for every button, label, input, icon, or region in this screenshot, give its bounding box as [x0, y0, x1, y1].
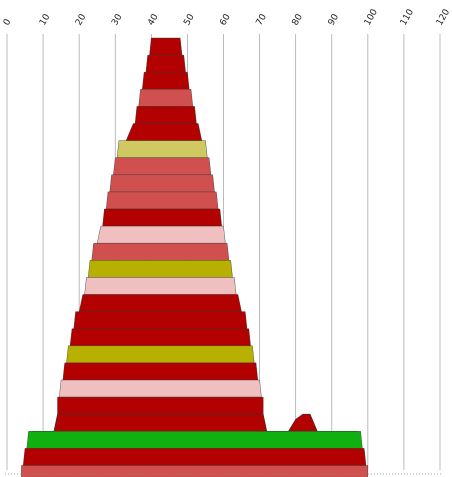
- band-15: [78, 294, 242, 312]
- band-7: [113, 157, 212, 176]
- band-1: [145, 54, 186, 73]
- tick-label-120: 120: [435, 7, 452, 27]
- band-18: [66, 345, 255, 364]
- tick-label-30: 30: [110, 12, 125, 27]
- band-5: [125, 123, 203, 141]
- tick-label-60: 60: [218, 12, 233, 27]
- band-6: [116, 140, 208, 158]
- tick-label-90: 90: [327, 12, 342, 27]
- bands-layer: [21, 37, 368, 477]
- tick-label-100: 100: [363, 7, 380, 27]
- tick-label-70: 70: [255, 12, 270, 27]
- band-12: [91, 242, 230, 261]
- band-17: [69, 328, 251, 346]
- x-axis-tick-labels: 0 10 20 30 40 50 60 70 80 90 100 110 120: [2, 7, 452, 27]
- band-23: [22, 448, 367, 466]
- tick-label-50: 50: [182, 12, 197, 27]
- band-21: [57, 396, 264, 415]
- band-13: [87, 260, 233, 278]
- band-22: [26, 431, 363, 449]
- band-0: [149, 37, 183, 56]
- band-16: [73, 311, 248, 329]
- band-11: [96, 225, 226, 244]
- band-10: [102, 208, 222, 227]
- band-profile: [32, 413, 357, 432]
- tick-label-110: 110: [399, 7, 416, 27]
- tick-label-20: 20: [74, 12, 89, 27]
- band-9: [105, 191, 219, 210]
- band-24: [21, 465, 368, 477]
- band-3: [138, 89, 194, 107]
- tick-label-0: 0: [2, 17, 14, 27]
- band-19: [62, 362, 259, 381]
- tick-label-80: 80: [291, 12, 306, 27]
- tick-label-10: 10: [38, 12, 53, 27]
- band-14: [84, 277, 237, 295]
- band-2: [142, 71, 190, 90]
- band-20: [59, 379, 262, 398]
- band-4: [134, 106, 197, 124]
- band-8: [109, 174, 215, 193]
- tick-label-40: 40: [146, 12, 161, 27]
